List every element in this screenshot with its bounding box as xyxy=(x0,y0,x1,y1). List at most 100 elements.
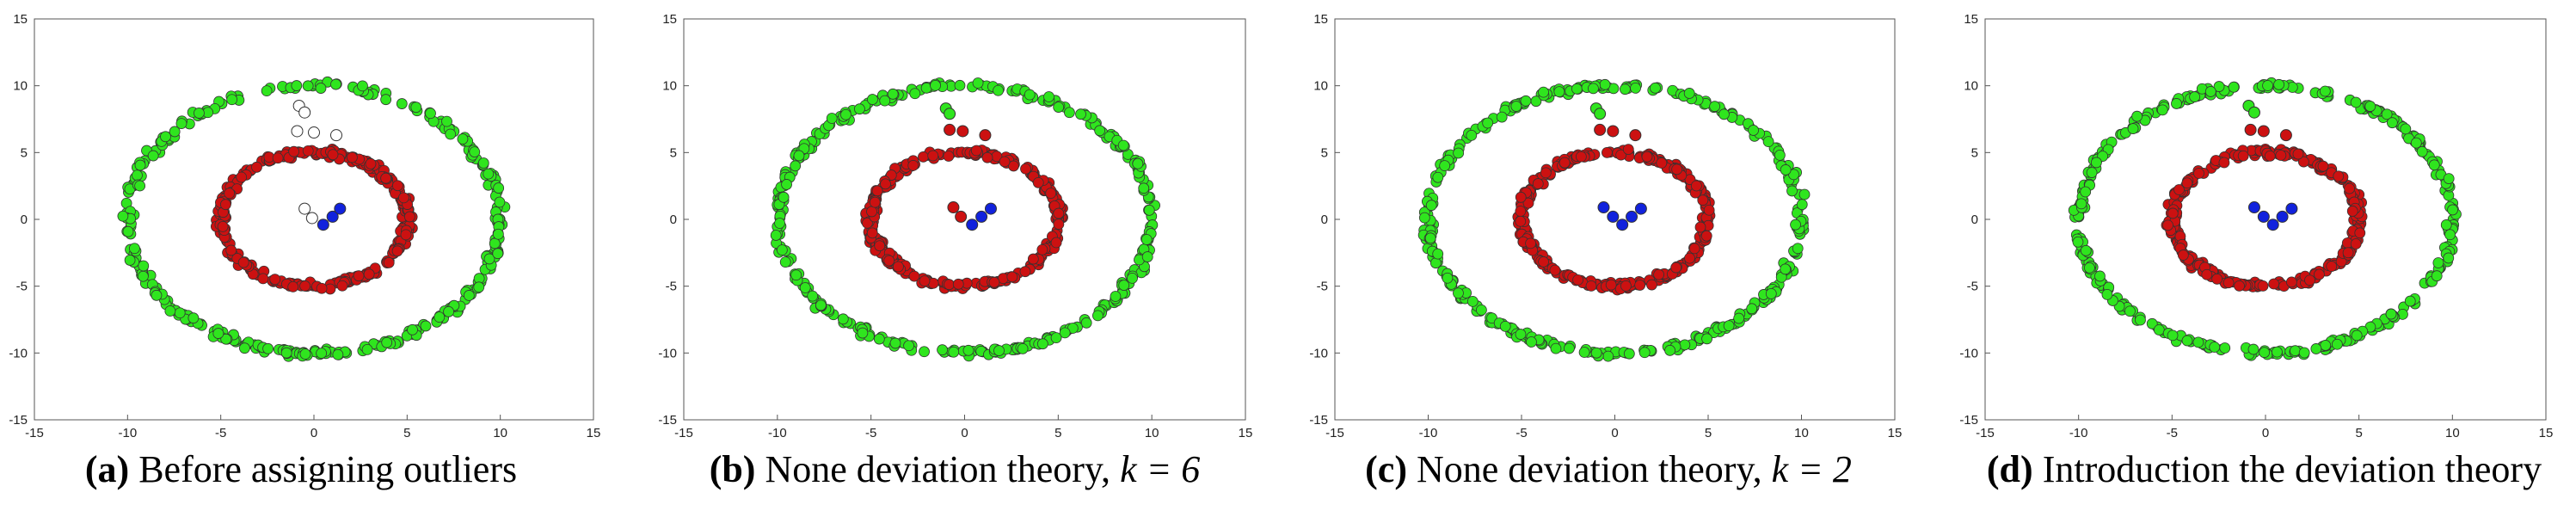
outer-ring-point xyxy=(2331,338,2343,350)
outer-ring-point xyxy=(790,269,802,281)
y-tick-label: 5 xyxy=(670,145,677,160)
outer-ring-point xyxy=(776,244,788,256)
inner-ring-point xyxy=(2292,148,2304,160)
inner-ring-point xyxy=(919,275,931,287)
data-point-center xyxy=(1634,202,1647,215)
outer-ring-point xyxy=(1059,327,1071,339)
outer-ring-point xyxy=(1578,347,1590,358)
outer-ring-point xyxy=(129,243,140,255)
outer-ring-point xyxy=(239,342,250,354)
inner-ring-point xyxy=(269,274,281,286)
outer-ring-point xyxy=(445,128,457,140)
outer-ring-point xyxy=(280,347,292,359)
outer-ring-point xyxy=(1748,125,1759,136)
outer-ring-point xyxy=(779,256,791,268)
inner-ring-point xyxy=(2211,273,2223,285)
y-tick-label: -5 xyxy=(1317,280,1328,294)
outer-ring-point xyxy=(1718,108,1730,120)
inner-ring-point xyxy=(383,256,395,268)
inner-ring-point xyxy=(2297,156,2309,168)
outer-ring-point xyxy=(2364,101,2376,112)
x-tick-label: -10 xyxy=(2069,426,2088,440)
inner-ring-point xyxy=(1670,262,1682,274)
data-point-center xyxy=(326,210,339,223)
inner-ring-point xyxy=(1700,230,1712,242)
data-point-inner xyxy=(2257,125,2270,138)
inner-ring-point xyxy=(365,157,377,169)
outer-ring-point xyxy=(2320,340,2332,351)
data-point-inner xyxy=(947,201,960,214)
inner-ring-point xyxy=(1549,264,1561,276)
outer-ring-point xyxy=(160,131,171,143)
inner-ring-point xyxy=(2218,157,2230,169)
inner-ring-point xyxy=(225,244,237,256)
outer-ring-point xyxy=(1515,329,1527,340)
y-tick-label: 0 xyxy=(21,212,28,227)
y-tick-label: 5 xyxy=(1971,145,1978,160)
panel-2: -15 -10 -5 0 5 10 15 -15 -10 -5 0 5 10 15 xyxy=(1309,12,1902,440)
x-tick-label: 0 xyxy=(1611,426,1618,440)
outer-ring-point xyxy=(1650,82,1661,94)
outer-ring-point xyxy=(2192,336,2204,348)
outer-ring-point xyxy=(477,157,489,169)
inner-ring-point xyxy=(1019,266,1031,278)
inner-ring-point xyxy=(316,282,328,294)
inner-ring-point xyxy=(1020,163,1031,175)
outer-ring-point xyxy=(138,270,149,282)
inner-ring-point xyxy=(871,185,883,197)
outer-ring-point xyxy=(381,336,393,348)
outer-ring-point xyxy=(2432,257,2444,268)
outer-ring-point xyxy=(2219,342,2231,354)
outer-ring-point xyxy=(2273,78,2285,90)
outer-ring-point xyxy=(2431,270,2443,282)
outer-ring-point xyxy=(2447,204,2458,216)
inner-ring-point xyxy=(1515,206,1527,217)
inner-ring-point xyxy=(1572,274,1584,286)
outer-ring-point xyxy=(299,348,311,360)
outer-ring-point xyxy=(410,102,422,114)
inner-ring-point xyxy=(272,152,284,164)
outer-ring-point xyxy=(147,150,159,162)
inner-ring-point xyxy=(970,145,982,157)
inner-ring-point xyxy=(219,199,231,211)
inner-ring-point xyxy=(1559,157,1571,169)
x-tick-label: -10 xyxy=(118,426,137,440)
inner-ring-point xyxy=(287,281,299,292)
outer-ring-point xyxy=(1138,182,1150,194)
caption-d-text: Introduction the deviation theory xyxy=(2032,448,2542,490)
data-point-unassigned xyxy=(298,202,311,215)
outer-ring-point xyxy=(1499,320,1511,332)
outer-ring-point xyxy=(1476,304,1487,316)
outer-ring-point xyxy=(302,80,314,92)
outer-ring-point xyxy=(2385,308,2397,320)
caption-a-label: (a) xyxy=(84,448,130,490)
outer-ring-point xyxy=(1453,147,1465,159)
inner-ring-point xyxy=(2264,150,2276,162)
x-tick-label: -15 xyxy=(1976,426,1995,440)
caption-b-suffix: k = 6 xyxy=(1120,448,1201,490)
outer-ring-point xyxy=(1143,204,1155,216)
outer-ring-point xyxy=(492,248,504,260)
outer-ring-point xyxy=(1590,347,1602,359)
inner-ring-point xyxy=(1027,253,1039,265)
outer-ring-point xyxy=(138,260,150,272)
outer-ring-point xyxy=(441,115,452,127)
outer-ring-point xyxy=(1638,347,1651,359)
inner-ring-point xyxy=(400,229,412,241)
y-tick-label: -15 xyxy=(658,413,677,428)
inner-ring-point xyxy=(2222,277,2235,289)
outer-ring-point xyxy=(151,289,163,301)
inner-ring-point xyxy=(237,256,249,268)
outer-ring-point xyxy=(2259,347,2271,359)
outer-ring-point xyxy=(262,342,274,354)
data-point-center xyxy=(2266,219,2279,231)
inner-ring-point xyxy=(2304,274,2315,286)
panel-3: -15 -10 -5 0 5 10 15 -15 -10 -5 0 5 10 15 xyxy=(1959,12,2553,440)
outer-ring-point xyxy=(1110,291,1122,302)
data-point-outer xyxy=(944,108,956,120)
outer-ring-point xyxy=(799,282,811,293)
inner-ring-point xyxy=(1620,280,1632,292)
data-point-center xyxy=(2276,210,2289,223)
inner-ring-point xyxy=(257,273,269,285)
inner-ring-point xyxy=(224,188,236,200)
